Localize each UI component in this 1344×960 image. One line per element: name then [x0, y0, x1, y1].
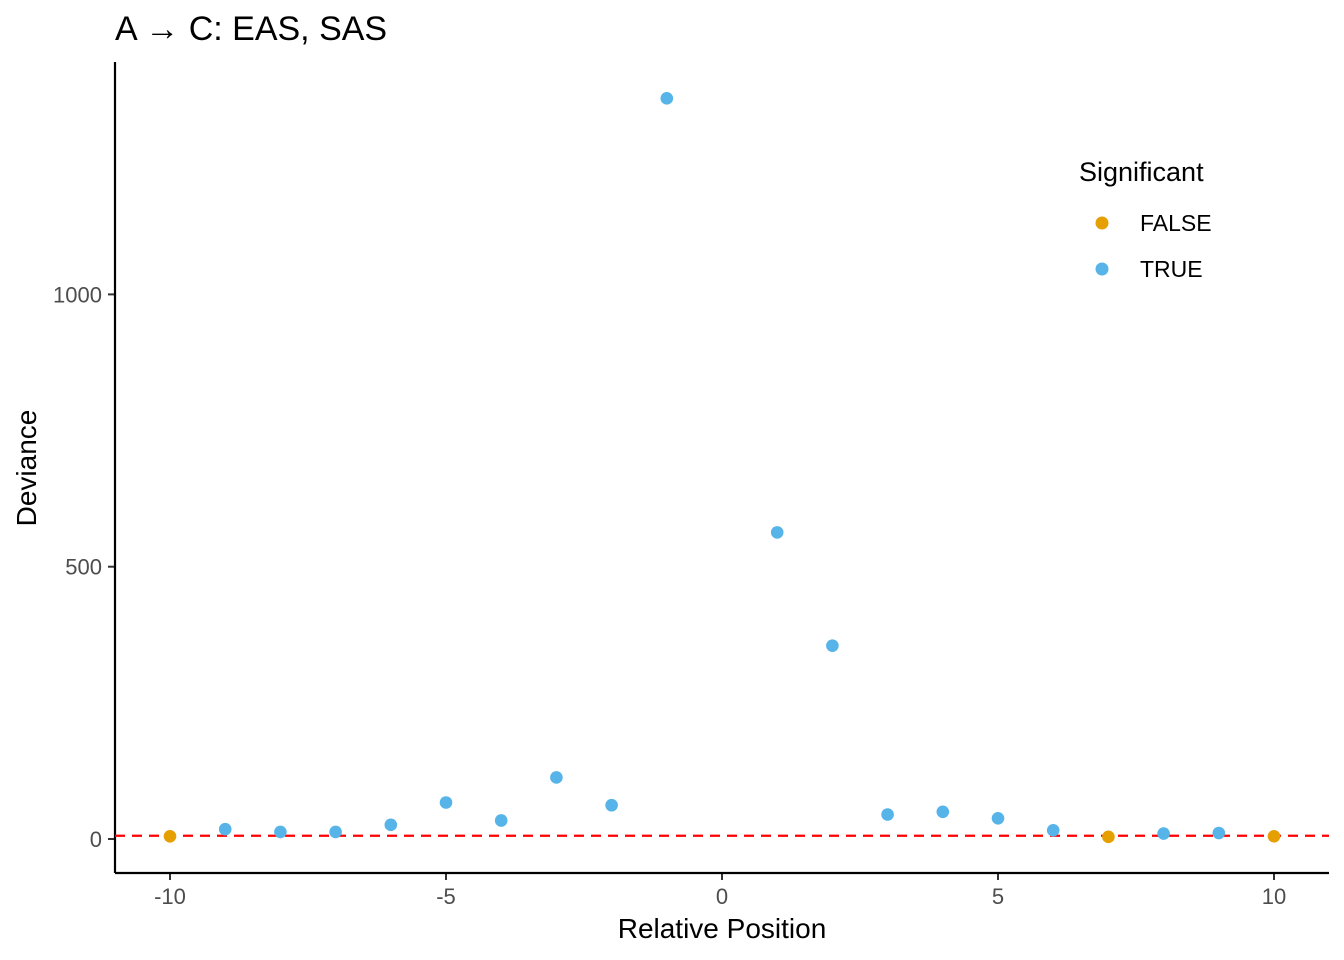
data-point-true: [1046, 823, 1060, 837]
data-point-true: [660, 92, 674, 105]
data-point-true: [826, 639, 839, 652]
y-tick-label: 500: [65, 555, 102, 580]
y-tick-label: 1000: [53, 282, 102, 307]
legend-title: Significant: [1079, 157, 1204, 187]
x-tick-label: 5: [992, 884, 1004, 909]
data-points: [163, 92, 1281, 844]
y-tick-label: 0: [90, 827, 102, 852]
x-axis-title: Relative Position: [618, 913, 827, 944]
data-point-false: [1102, 830, 1115, 844]
legend-label-true: TRUE: [1140, 256, 1203, 282]
data-point-true: [494, 814, 508, 827]
data-point-true: [439, 796, 453, 809]
x-tick-label: 10: [1262, 884, 1286, 909]
y-axis-ticks: 0 500 1000: [53, 282, 115, 852]
legend-label-false: FALSE: [1140, 210, 1212, 236]
x-axis-ticks: -10 -5 0 5 10: [154, 873, 1286, 909]
data-point-true: [1157, 827, 1170, 840]
data-point-false: [163, 829, 177, 843]
chart-title: A → C: EAS, SAS: [115, 10, 387, 48]
data-point-true: [605, 798, 618, 812]
data-point-true: [881, 808, 894, 821]
data-point-false: [1267, 829, 1281, 843]
data-point-true: [218, 822, 232, 836]
data-point-true: [991, 812, 1005, 825]
data-point-true: [770, 526, 784, 539]
legend-key-true: [1095, 262, 1109, 276]
x-tick-label: -10: [154, 884, 186, 909]
data-point-true: [274, 825, 287, 839]
data-point-true: [550, 771, 563, 784]
data-point-true: [936, 805, 950, 819]
data-point-true: [329, 825, 342, 839]
legend-key-false: [1095, 216, 1109, 230]
y-axis-title: Deviance: [11, 410, 42, 527]
data-point-true: [1212, 826, 1226, 840]
legend: Significant FALSE TRUE: [1079, 157, 1212, 282]
x-tick-label: -5: [436, 884, 456, 909]
data-point-true: [384, 818, 398, 832]
x-tick-label: 0: [716, 884, 728, 909]
